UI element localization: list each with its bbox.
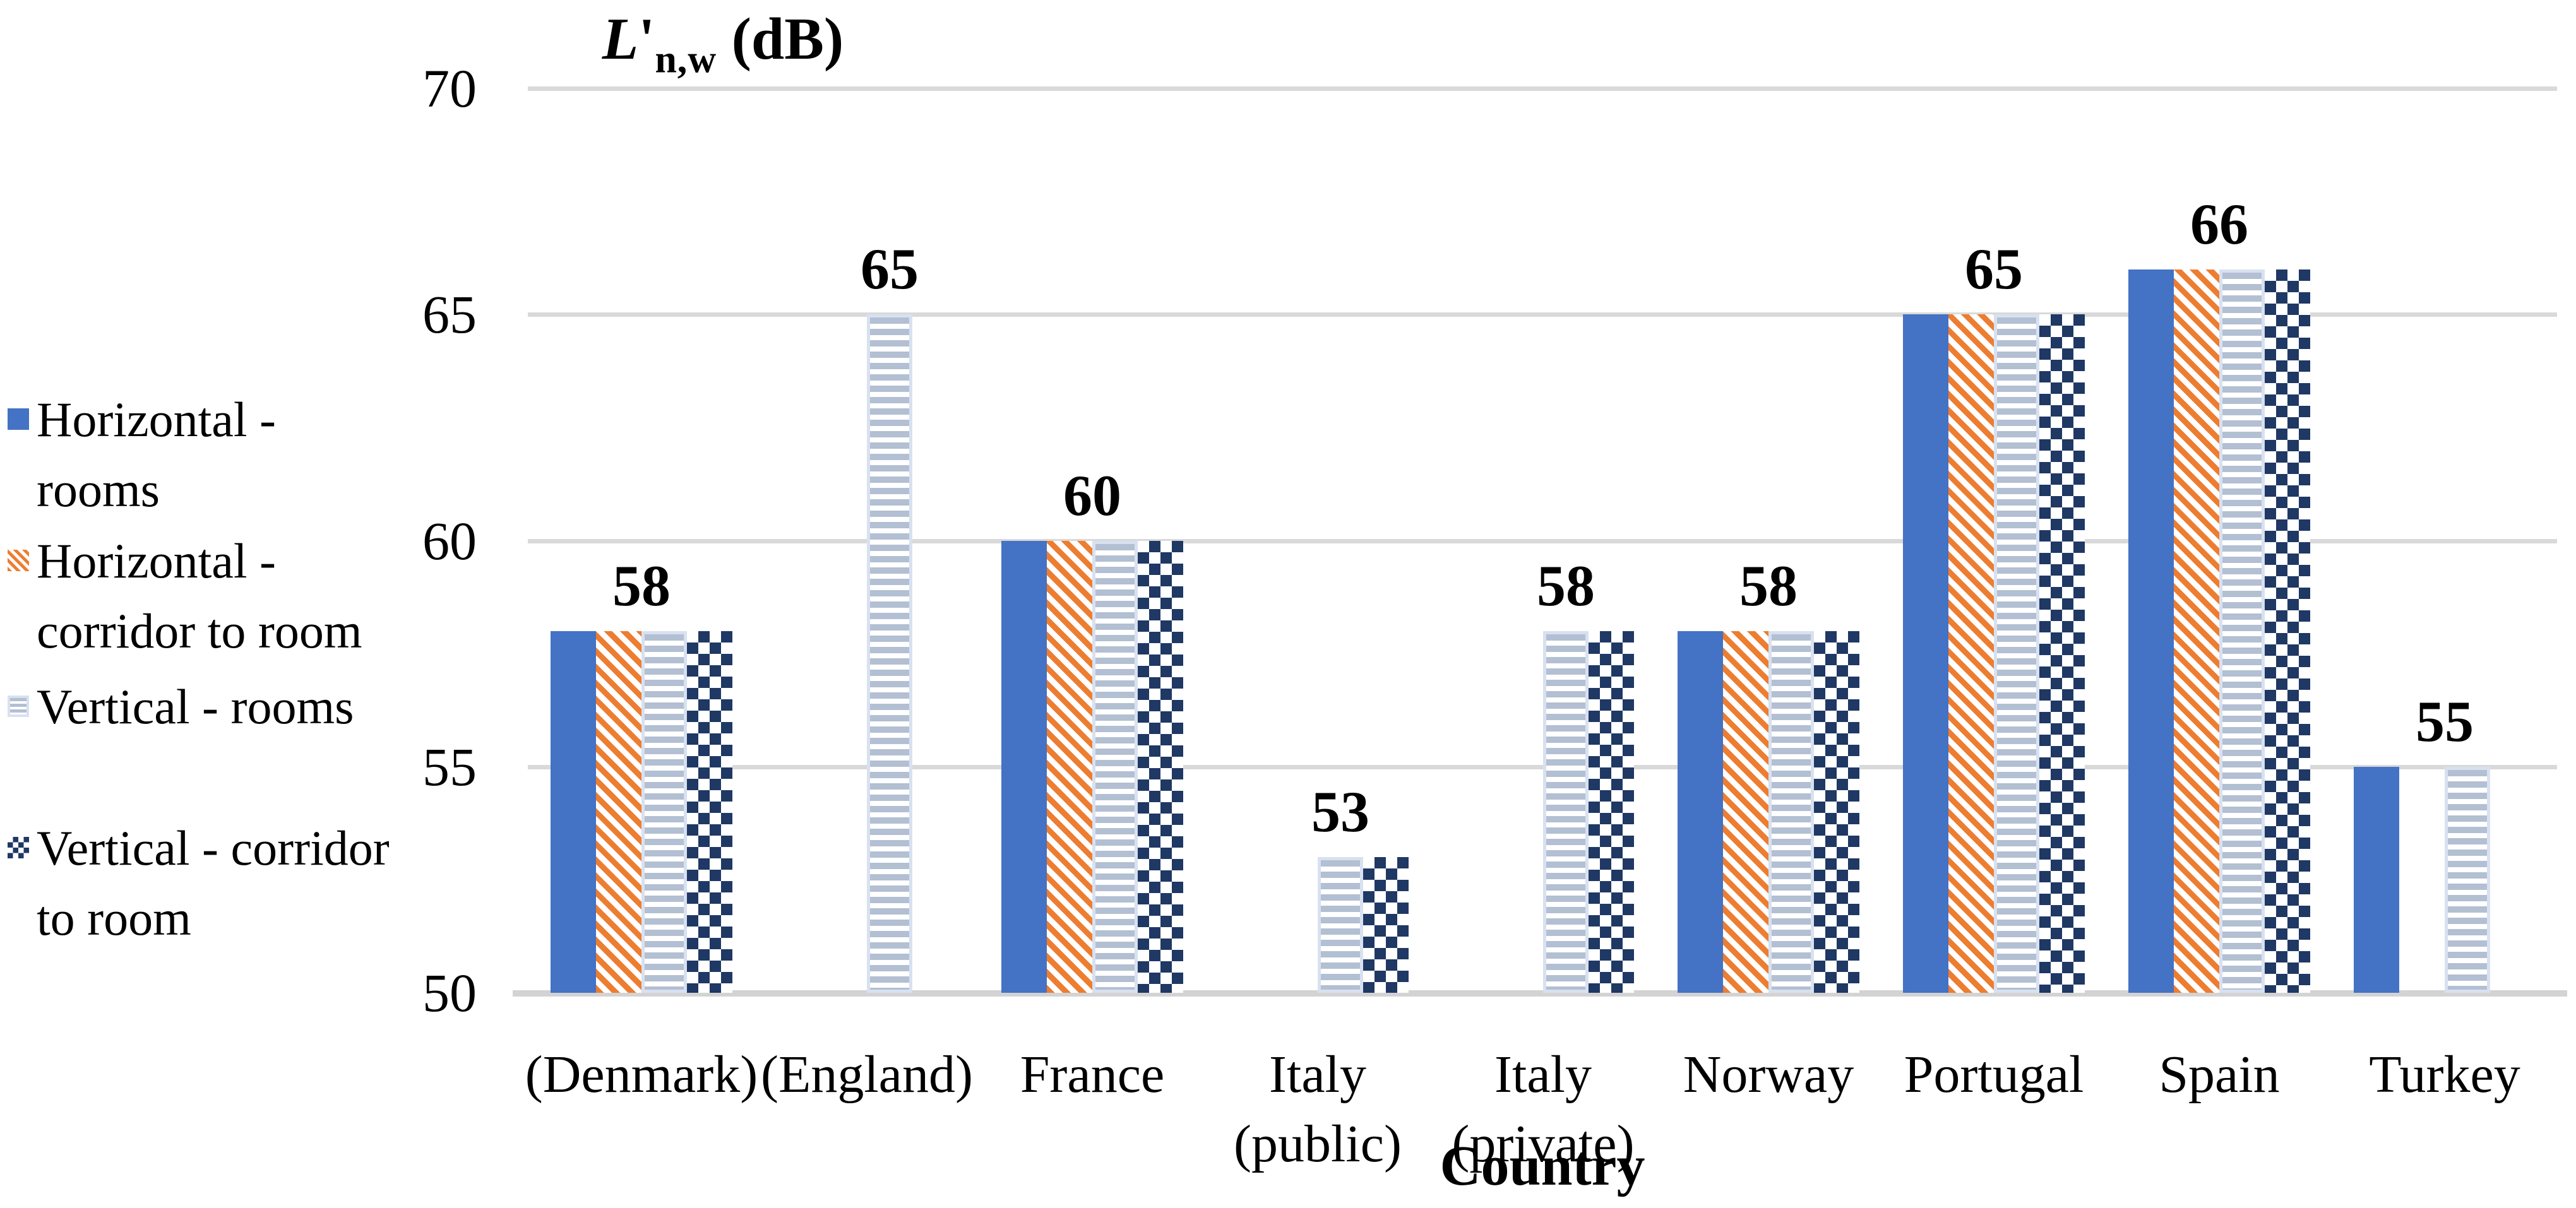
data-label-france: 60 xyxy=(1063,463,1121,528)
bar-horizontal-corridor-to-room-spain xyxy=(2174,269,2219,993)
bar-horizontal-rooms-spain xyxy=(2128,269,2174,993)
bar-horizontal-rooms-portugal xyxy=(1903,314,1948,993)
bar-vertical-rooms-portugal xyxy=(1994,314,2039,993)
bar-horizontal-rooms-denmark xyxy=(551,631,596,993)
legend-swatch-horizontal-corridor-to-room xyxy=(8,550,29,571)
bar-horizontal-corridor-to-room-france xyxy=(1047,540,1092,993)
data-label-denmark: 58 xyxy=(612,553,671,618)
y-axis-title-symbol: L xyxy=(602,6,639,72)
gridline-60 xyxy=(528,538,2557,543)
bar-vertical-rooms-spain xyxy=(2219,269,2265,993)
bar-vertical-corridor-to-room-spain xyxy=(2265,269,2310,993)
y-axis-title-subscript: n,w xyxy=(655,38,717,81)
bar-horizontal-corridor-to-room-portugal xyxy=(1948,314,1994,993)
y-axis-title: L'n,w (dB) xyxy=(344,5,1102,83)
y-axis-title-unit: (dB) xyxy=(717,6,844,72)
y-tick-label-70: 70 xyxy=(422,58,477,119)
x-tick-label-norway: Norway xyxy=(1683,1045,1854,1104)
bar-horizontal-corridor-to-room-denmark xyxy=(596,631,641,993)
x-tick-label-portugal: Portugal xyxy=(1904,1045,2084,1104)
x-axis-line xyxy=(513,990,2567,997)
data-label-england: 65 xyxy=(861,237,919,302)
legend-swatch-vertical-corridor-to-room xyxy=(8,837,29,858)
bar-vertical-rooms-norway xyxy=(1768,631,1814,993)
x-tick-label-france: France xyxy=(1020,1045,1165,1104)
y-tick-label-60: 60 xyxy=(422,510,477,571)
bar-horizontal-rooms-turkey xyxy=(2354,766,2399,993)
x-tick-label-spain: Spain xyxy=(2159,1045,2280,1104)
bar-vertical-rooms-france xyxy=(1092,540,1138,993)
bar-horizontal-rooms-france xyxy=(1001,540,1047,993)
y-tick-label-65: 65 xyxy=(422,284,477,345)
data-label-spain: 66 xyxy=(2190,191,2248,256)
x-tick-label-turkey: Turkey xyxy=(2369,1045,2520,1104)
legend-item-horizontal-corridor-to-room: Horizontal - corridor to room xyxy=(37,533,362,658)
x-axis-title: Country xyxy=(1440,1135,1645,1197)
y-tick-label-55: 55 xyxy=(422,736,477,797)
bar-vertical-rooms-italy-private xyxy=(1543,631,1589,993)
bar-horizontal-rooms-norway xyxy=(1678,631,1723,993)
bar-vertical-rooms-turkey xyxy=(2445,766,2490,993)
data-label-italy-private: 58 xyxy=(1537,553,1595,618)
data-label-portugal: 65 xyxy=(1965,237,2023,302)
bar-vertical-corridor-to-room-italy-private xyxy=(1589,631,1634,993)
bar-vertical-corridor-to-room-denmark xyxy=(687,631,732,993)
x-tick-label-denmark: (Denmark) xyxy=(525,1045,758,1104)
x-tick-label-england: (England) xyxy=(761,1045,973,1104)
gridline-55 xyxy=(528,764,2557,769)
bar-vertical-rooms-italy-public xyxy=(1318,857,1363,993)
y-tick-label-50: 50 xyxy=(422,962,477,1023)
bar-vertical-rooms-england xyxy=(867,314,912,993)
legend-item-vertical-rooms: Vertical - rooms xyxy=(37,678,354,734)
bar-vertical-rooms-denmark xyxy=(641,631,687,993)
y-axis-title-prime: ' xyxy=(638,6,655,72)
bar-vertical-corridor-to-room-italy-public xyxy=(1363,857,1409,993)
legend-swatch-horizontal-rooms xyxy=(8,408,29,430)
bar-vertical-corridor-to-room-portugal xyxy=(2039,314,2085,993)
gridline-70 xyxy=(528,86,2557,91)
legend-item-horizontal-rooms: Horizontal - rooms xyxy=(37,391,277,517)
x-tick-label-italy-private: Italy (private) xyxy=(1452,1045,1635,1173)
x-tick-label-italy-public: Italy (public) xyxy=(1234,1045,1402,1173)
legend-item-vertical-corridor-to-room: Vertical - corridor to room xyxy=(37,820,390,945)
data-label-italy-public: 53 xyxy=(1311,779,1369,844)
legend-swatch-vertical-rooms xyxy=(8,696,29,717)
data-label-norway: 58 xyxy=(1739,553,1798,618)
bar-vertical-corridor-to-room-norway xyxy=(1814,631,1859,993)
bar-vertical-corridor-to-room-france xyxy=(1138,540,1183,993)
data-label-turkey: 55 xyxy=(2416,689,2474,754)
bar-horizontal-corridor-to-room-norway xyxy=(1723,631,1768,993)
gridline-65 xyxy=(528,312,2557,317)
